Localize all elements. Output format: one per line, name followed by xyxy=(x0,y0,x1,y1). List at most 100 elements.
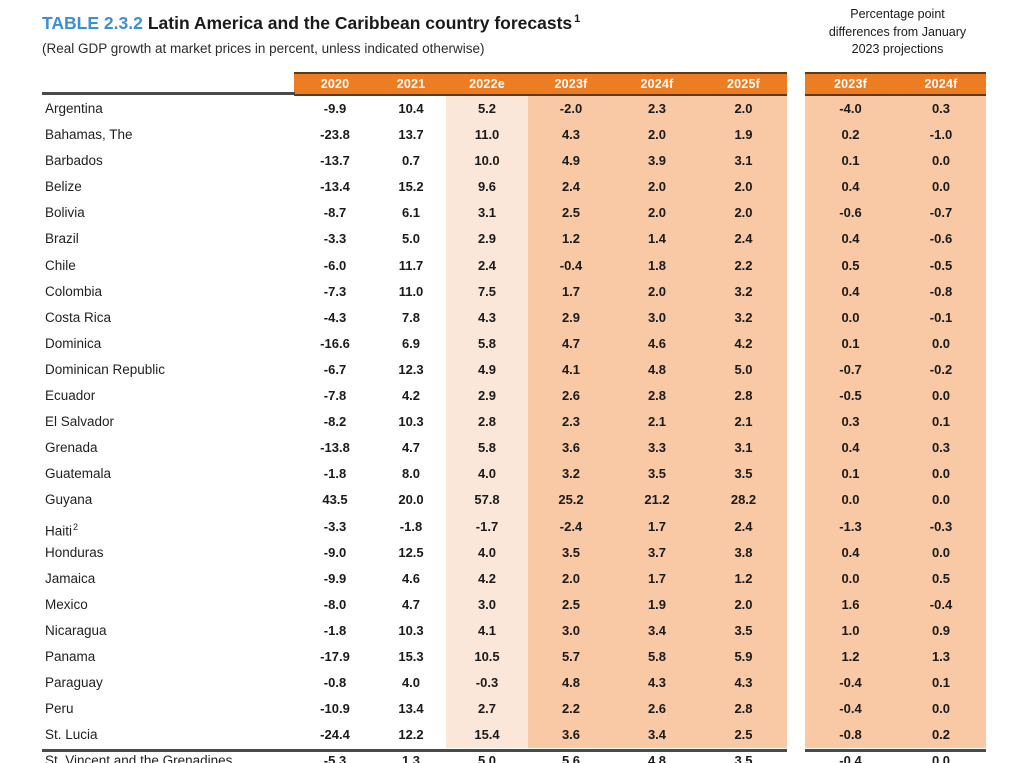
cell-2020: -17.9 xyxy=(320,648,350,664)
cell-2023f: 2.5 xyxy=(561,596,581,612)
table-row: Nicaragua -1.8 10.3 4.1 3.0 3.4 3.5 1.0 0.9 xyxy=(0,618,1024,644)
diff-cell-2023f: 0.1 xyxy=(841,335,860,351)
cell-2020: -3.3 xyxy=(323,518,347,534)
cell-2020: -4.3 xyxy=(323,309,347,325)
diff-cell-2023f: -0.5 xyxy=(839,388,862,404)
cell-2021: 5.0 xyxy=(401,231,421,247)
cell-2020: -7.8 xyxy=(323,388,347,404)
cell-2020: -13.4 xyxy=(320,179,350,195)
cell-2024f: 3.5 xyxy=(647,466,667,482)
country-name: Jamaica xyxy=(45,570,96,586)
table-row: Colombia -7.3 11.0 7.5 1.7 2.0 3.2 0.4 -0.8 xyxy=(0,279,1024,305)
column-header-2021: 2021 xyxy=(396,77,426,91)
cell-2024f: 2.6 xyxy=(647,701,667,717)
table-row: Bahamas, The -23.8 13.7 11.0 4.3 2.0 1.9 0.2 -1.… xyxy=(0,122,1024,148)
cell-2024f: 3.4 xyxy=(647,727,667,743)
table-row: Grenada -13.8 4.7 5.8 3.6 3.3 3.1 0.4 0.3 xyxy=(0,435,1024,461)
cell-2024f: 3.0 xyxy=(647,309,667,325)
column-band-differences xyxy=(805,96,986,748)
table-row: Panama -17.9 15.3 10.5 5.7 5.8 5.9 1.2 1.3 xyxy=(0,644,1024,670)
cell-2022e: 5.2 xyxy=(477,101,497,116)
diff-cell-2024f: -0.5 xyxy=(929,257,953,273)
country-name: Chile xyxy=(45,257,76,273)
cell-2023f: 4.7 xyxy=(561,335,581,351)
table-row: Barbados -13.7 0.7 10.0 4.9 3.9 3.1 0.1 0.0 xyxy=(0,148,1024,174)
country-name: Bahamas, The xyxy=(45,127,133,143)
table-row: Honduras -9.0 12.5 4.0 3.5 3.7 3.8 0.4 0.0 xyxy=(0,540,1024,566)
cell-2024f: 3.7 xyxy=(647,544,667,560)
cell-2024f: 1.8 xyxy=(647,257,667,273)
cell-2020: -13.7 xyxy=(320,153,350,169)
country-name: Grenada xyxy=(45,440,98,456)
cell-2025f: 4.2 xyxy=(734,335,753,351)
cell-2023f: 2.6 xyxy=(561,388,581,404)
cell-2025f: 2.0 xyxy=(734,101,753,116)
cell-2020: -9.0 xyxy=(323,544,347,560)
cell-2025f: 2.0 xyxy=(734,179,753,195)
table-subtitle: (Real GDP growth at market prices in per… xyxy=(42,41,485,56)
cell-2022e: -0.3 xyxy=(475,675,499,691)
country-name: St. Lucia xyxy=(45,727,98,743)
cell-2020: -3.3 xyxy=(323,231,347,247)
cell-2022e: 5.8 xyxy=(477,335,497,351)
cell-2020: -10.9 xyxy=(320,701,350,717)
cell-2024f: 2.0 xyxy=(647,179,667,195)
diff-column-header-2024f: 2024f xyxy=(924,77,958,91)
table-number: TABLE 2.3.2 xyxy=(42,12,143,33)
diff-cell-2024f: 0.1 xyxy=(931,675,951,691)
cell-2025f: 5.0 xyxy=(734,361,753,377)
cell-2023f: 2.0 xyxy=(561,570,581,586)
country-name: Costa Rica xyxy=(45,309,112,325)
cell-2025f: 28.2 xyxy=(730,492,757,508)
table-bottom-rule-differences xyxy=(805,749,986,752)
country-name: Colombia xyxy=(45,283,103,299)
cell-2021: 13.7 xyxy=(398,127,424,143)
cell-2022e: 10.0 xyxy=(474,153,500,169)
diff-cell-2024f: 0.0 xyxy=(931,544,951,560)
cell-2025f: 5.9 xyxy=(734,648,753,664)
diff-cell-2023f: 0.5 xyxy=(841,257,860,273)
table-row: Ecuador -7.8 4.2 2.9 2.6 2.8 2.8 -0.5 0.0 xyxy=(0,383,1024,409)
cell-2025f: 2.5 xyxy=(734,727,753,743)
cell-2022e: 15.4 xyxy=(474,727,500,743)
cell-2024f: 2.0 xyxy=(647,127,667,143)
cell-2025f: 3.5 xyxy=(734,466,753,482)
country-name: Nicaragua xyxy=(45,622,107,638)
cell-2024f: 3.3 xyxy=(647,440,667,456)
cell-2021: 11.0 xyxy=(398,283,424,299)
table-row: Chile -6.0 11.7 2.4 -0.4 1.8 2.2 0.5 -0.5 xyxy=(0,253,1024,279)
cell-2021: 10.3 xyxy=(398,622,424,638)
cell-2023f: 2.2 xyxy=(561,701,581,717)
cell-2021: 6.1 xyxy=(401,205,421,221)
cell-2024f: 1.4 xyxy=(647,231,667,247)
cell-2021: 0.7 xyxy=(401,153,421,169)
diff-cell-2023f: -4.0 xyxy=(839,101,862,116)
diff-columns-caption: Percentage point differences from Januar… xyxy=(805,6,990,59)
cell-2023f: 3.6 xyxy=(561,727,581,743)
cell-2021: 4.6 xyxy=(401,570,421,586)
country-name: Argentina xyxy=(45,101,103,116)
country-column-rule xyxy=(42,92,295,95)
cell-2022e: 4.3 xyxy=(477,309,497,325)
cell-2025f: 2.0 xyxy=(734,205,753,221)
cell-2020: -6.0 xyxy=(323,257,347,273)
cell-2025f: 3.5 xyxy=(734,753,753,763)
diff-cell-2023f: -0.4 xyxy=(839,701,862,717)
cell-2021: 15.2 xyxy=(398,179,424,195)
diff-cell-2024f: -1.0 xyxy=(929,127,953,143)
cell-2021: 20.0 xyxy=(398,492,424,508)
diff-cell-2024f: -0.7 xyxy=(929,205,953,221)
cell-2022e: 4.0 xyxy=(477,466,497,482)
cell-2023f: 3.6 xyxy=(561,440,581,456)
cell-2024f: 4.6 xyxy=(647,335,667,351)
cell-2022e: 2.9 xyxy=(477,231,497,247)
cell-2024f: 2.8 xyxy=(647,388,667,404)
cell-2023f: 2.3 xyxy=(561,414,581,430)
cell-2025f: 3.5 xyxy=(734,622,753,638)
diff-cell-2023f: 0.1 xyxy=(841,466,860,482)
cell-2022e: 5.0 xyxy=(477,753,497,763)
country-name: Paraguay xyxy=(45,675,103,691)
cell-2025f: 3.8 xyxy=(734,544,753,560)
cell-2021: 4.2 xyxy=(401,388,421,404)
cell-2020: -0.8 xyxy=(323,675,347,691)
